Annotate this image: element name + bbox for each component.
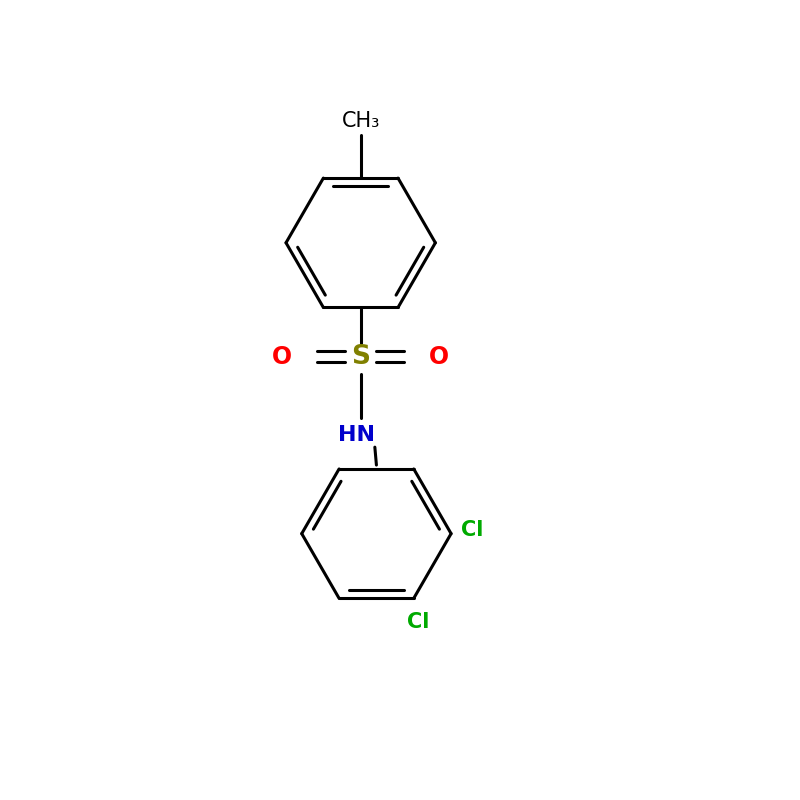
- Text: S: S: [351, 344, 370, 370]
- Text: Cl: Cl: [406, 613, 429, 633]
- Text: HN: HN: [338, 426, 375, 446]
- Text: O: O: [272, 345, 292, 369]
- Text: Cl: Cl: [461, 520, 483, 540]
- Text: CH₃: CH₃: [342, 111, 380, 131]
- Text: O: O: [429, 345, 450, 369]
